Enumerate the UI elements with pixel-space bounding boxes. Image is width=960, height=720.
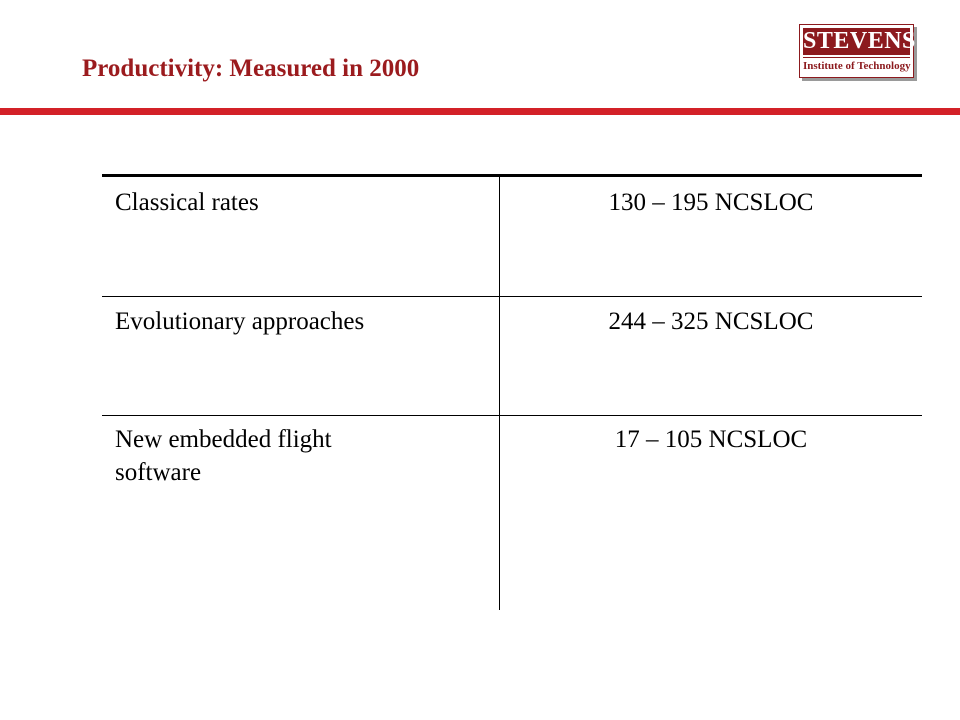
title-divider — [0, 108, 960, 115]
logo-subtitle: Institute of Technology — [803, 57, 911, 74]
table-column-divider — [499, 174, 500, 610]
stevens-logo: STEVENS Institute of Technology — [799, 24, 916, 78]
table-top-border — [102, 174, 922, 177]
row-label-evolutionary: Evolutionary approaches — [115, 308, 365, 335]
slide-title: Productivity: Measured in 2000 — [82, 55, 420, 82]
row-value-embedded: 17 – 105 NCSLOC — [614, 426, 808, 453]
row-value-classical: 130 – 195 NCSLOC — [608, 189, 814, 216]
row-label-embedded: New embedded flight software — [115, 426, 332, 486]
row-label-classical: Classical rates — [115, 189, 259, 216]
logo-wordmark: STEVENS — [803, 28, 916, 55]
table-row-divider — [102, 296, 922, 297]
productivity-table: Classical rates 130 – 195 NCSLOC Evoluti… — [102, 174, 922, 610]
row-value-evolutionary: 244 – 325 NCSLOC — [608, 308, 814, 335]
table-row-divider — [102, 415, 922, 416]
